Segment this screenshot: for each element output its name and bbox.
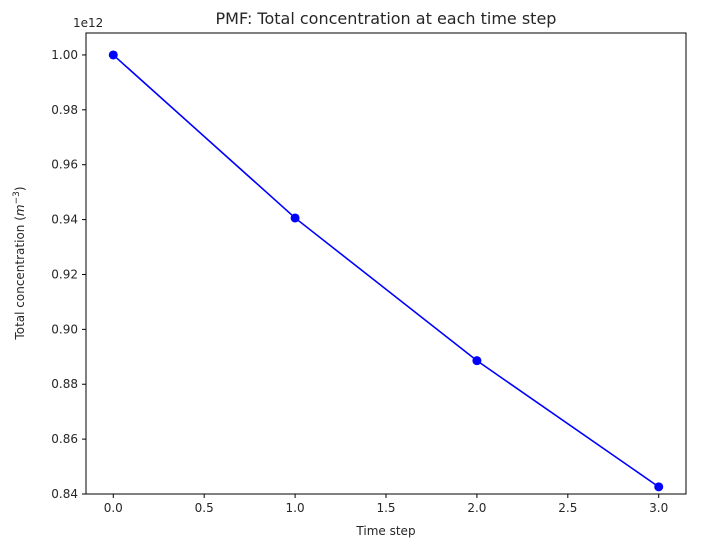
x-tick-label: 1.0 bbox=[286, 501, 305, 515]
data-point bbox=[290, 213, 300, 223]
y-axis: 0.84 0.86 0.88 0.90 0.92 0.94 0.96 0.98 1.00 bbox=[51, 48, 86, 501]
y-axis-label-unit: m bbox=[13, 204, 27, 216]
y-tick-label: 0.90 bbox=[51, 322, 78, 336]
y-axis-label-exponent: −3 bbox=[12, 191, 22, 204]
y-tick-label: 1.00 bbox=[51, 48, 78, 62]
y-tick-label: 0.84 bbox=[51, 487, 78, 501]
y-axis-label: Total concentration (m−3) bbox=[12, 186, 27, 340]
x-tick-label: 2.0 bbox=[467, 501, 486, 515]
y-tick-label: 0.92 bbox=[51, 267, 78, 281]
x-tick-label: 3.0 bbox=[649, 501, 668, 515]
y-tick-label: 0.86 bbox=[51, 432, 78, 446]
chart-title: PMF: Total concentration at each time st… bbox=[216, 9, 557, 28]
y-axis-label-close: ) bbox=[13, 186, 27, 191]
data-point bbox=[472, 356, 482, 366]
y-tick-label: 0.96 bbox=[51, 158, 78, 172]
x-tick-label: 2.5 bbox=[558, 501, 577, 515]
series-line bbox=[112, 54, 660, 488]
y-offset-text: 1e12 bbox=[73, 16, 103, 30]
x-axis: 0.0 0.5 1.0 1.5 2.0 2.5 3.0 bbox=[104, 494, 668, 515]
y-axis-label-main: Total concentration ( bbox=[13, 216, 27, 340]
x-tick-label: 0.5 bbox=[195, 501, 214, 515]
y-tick-label: 0.98 bbox=[51, 103, 78, 117]
y-tick-label: 0.94 bbox=[51, 213, 78, 227]
y-tick-label: 0.88 bbox=[51, 377, 78, 391]
data-point bbox=[654, 482, 664, 492]
plot-area bbox=[108, 50, 664, 492]
x-tick-label: 1.5 bbox=[376, 501, 395, 515]
x-tick-label: 0.0 bbox=[104, 501, 123, 515]
x-axis-label: Time step bbox=[355, 524, 415, 538]
data-point bbox=[108, 50, 118, 60]
